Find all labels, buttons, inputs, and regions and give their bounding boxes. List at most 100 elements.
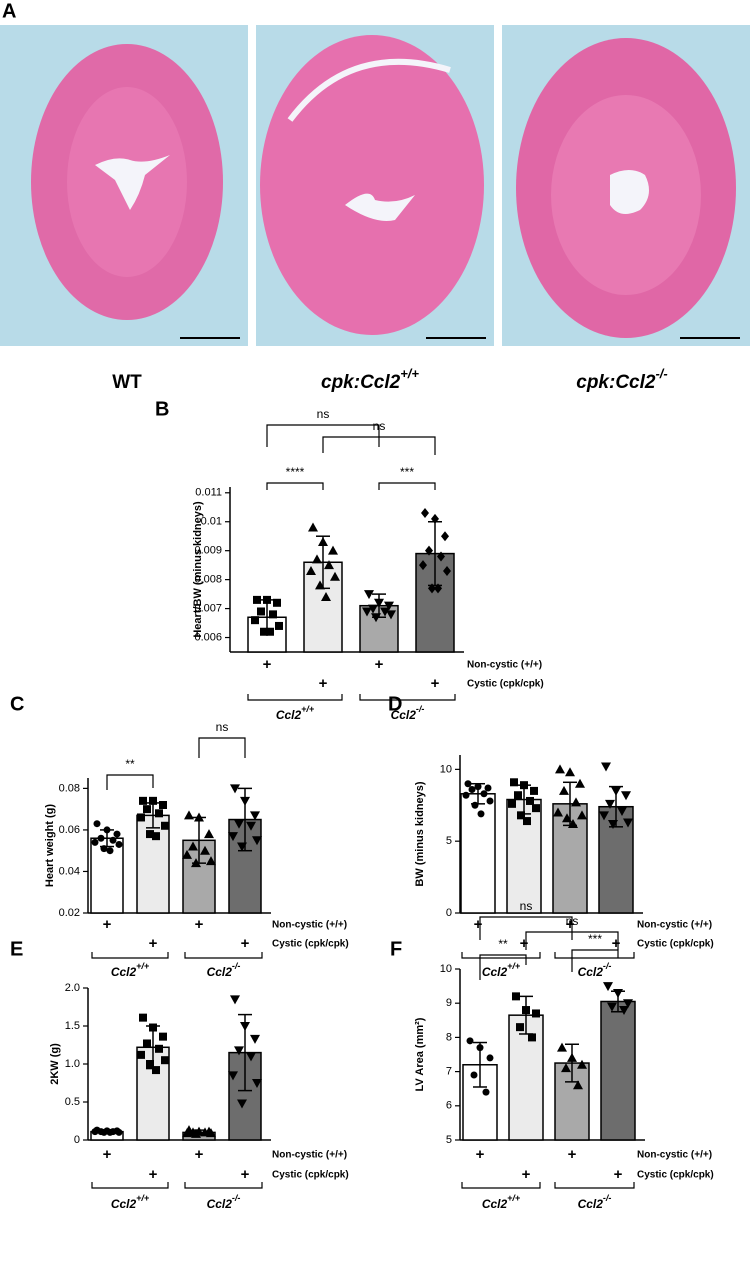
data-point	[603, 982, 613, 992]
y-tick-label: 8	[446, 1031, 452, 1043]
data-point	[312, 554, 322, 564]
data-point	[250, 811, 260, 821]
data-point	[324, 560, 334, 570]
y-axis-label: 2KW (g)	[49, 1043, 61, 1085]
data-point	[115, 840, 123, 848]
data-point	[368, 604, 378, 614]
data-point	[308, 522, 318, 532]
y-tick-label: 0.5	[65, 1096, 80, 1108]
data-point	[159, 1032, 167, 1041]
group-bracket	[247, 694, 343, 701]
data-point	[437, 551, 445, 562]
data-point	[362, 607, 372, 617]
group-sup: -/-	[603, 961, 612, 971]
data-point	[553, 807, 563, 817]
row-label: Non-cystic (+/+)	[272, 1150, 347, 1161]
condition-mark: +	[375, 656, 384, 673]
data-point	[466, 1037, 474, 1045]
data-point	[91, 838, 99, 846]
y-tick-label: 0.01	[201, 516, 222, 528]
data-point	[486, 797, 494, 805]
y-tick-label: 6	[446, 1100, 452, 1112]
data-point	[577, 1059, 587, 1069]
data-point	[139, 796, 147, 805]
bar	[136, 814, 170, 914]
data-point	[155, 809, 163, 818]
data-point	[257, 607, 265, 616]
data-point	[269, 610, 277, 619]
group-label: Ccl2-/-	[578, 961, 612, 979]
data-point	[571, 797, 581, 807]
data-point	[204, 829, 214, 839]
data-point	[623, 818, 633, 828]
significance-bracket	[525, 931, 619, 950]
group-label: Ccl2+/+	[482, 961, 521, 979]
significance-bracket	[266, 424, 380, 447]
group-name: Ccl2	[391, 708, 417, 722]
panel-label: C	[10, 693, 24, 715]
data-point	[246, 821, 256, 831]
data-point	[273, 598, 281, 607]
y-tick-label: 0.007	[194, 602, 222, 614]
condition-mark: +	[149, 935, 158, 952]
data-point	[532, 804, 540, 813]
data-point	[206, 856, 216, 866]
significance-label: ns	[520, 899, 533, 913]
y-axis-label: LV Area (mm²)	[414, 1017, 426, 1091]
data-point	[575, 778, 585, 788]
data-point	[421, 508, 429, 519]
y-tick-label: 2.0	[65, 982, 80, 994]
data-point	[530, 786, 538, 795]
group-bracket	[359, 694, 456, 701]
y-tick-label: 0	[74, 1134, 80, 1146]
group-label: Ccl2-/-	[207, 961, 241, 979]
data-point	[386, 610, 396, 620]
group-bracket	[461, 952, 541, 959]
data-point	[234, 819, 244, 829]
data-point	[508, 799, 516, 808]
data-point	[561, 1063, 571, 1073]
data-point	[184, 810, 194, 820]
row-label: Non-cystic (+/+)	[272, 920, 347, 931]
significance-label: ***	[400, 465, 414, 479]
y-tick-label: 0.04	[59, 865, 80, 877]
y-axis-label: BW (minus kidneys)	[414, 781, 426, 886]
row-label: Cystic (cpk/cpk)	[272, 939, 349, 950]
data-point	[137, 813, 145, 822]
data-point	[557, 1042, 567, 1052]
bar	[460, 793, 496, 914]
data-point	[330, 571, 340, 581]
y-axis-label: Heart weight (g)	[44, 804, 56, 887]
data-point	[443, 565, 451, 576]
group-name: Ccl2	[578, 1197, 604, 1211]
group-sup: -/-	[232, 1193, 241, 1203]
data-point	[266, 627, 274, 636]
panel-label: E	[10, 938, 23, 960]
data-point	[516, 1023, 524, 1032]
group-sup: +/+	[507, 1193, 521, 1203]
data-point	[364, 590, 374, 600]
significance-label: ns	[216, 720, 229, 734]
data-point	[523, 817, 531, 826]
data-point	[182, 849, 192, 859]
data-point	[200, 845, 210, 855]
condition-mark: +	[612, 935, 621, 952]
data-point	[237, 1099, 247, 1109]
data-point	[234, 1046, 244, 1056]
data-point	[161, 821, 169, 830]
row-label: Cystic (cpk/cpk)	[637, 939, 714, 950]
significance-bracket	[378, 482, 436, 490]
data-point	[486, 1054, 494, 1062]
y-tick-label: 0.02	[59, 907, 80, 919]
group-name: Ccl2	[482, 1197, 508, 1211]
group-name: Ccl2	[207, 965, 233, 979]
data-point	[253, 595, 261, 604]
y-tick-label: 0.06	[59, 824, 80, 836]
data-point	[601, 762, 611, 772]
data-point	[559, 785, 569, 795]
significance-bracket	[571, 949, 619, 972]
data-point	[252, 836, 262, 846]
data-point	[565, 767, 575, 777]
group-sup: -/-	[416, 704, 425, 714]
